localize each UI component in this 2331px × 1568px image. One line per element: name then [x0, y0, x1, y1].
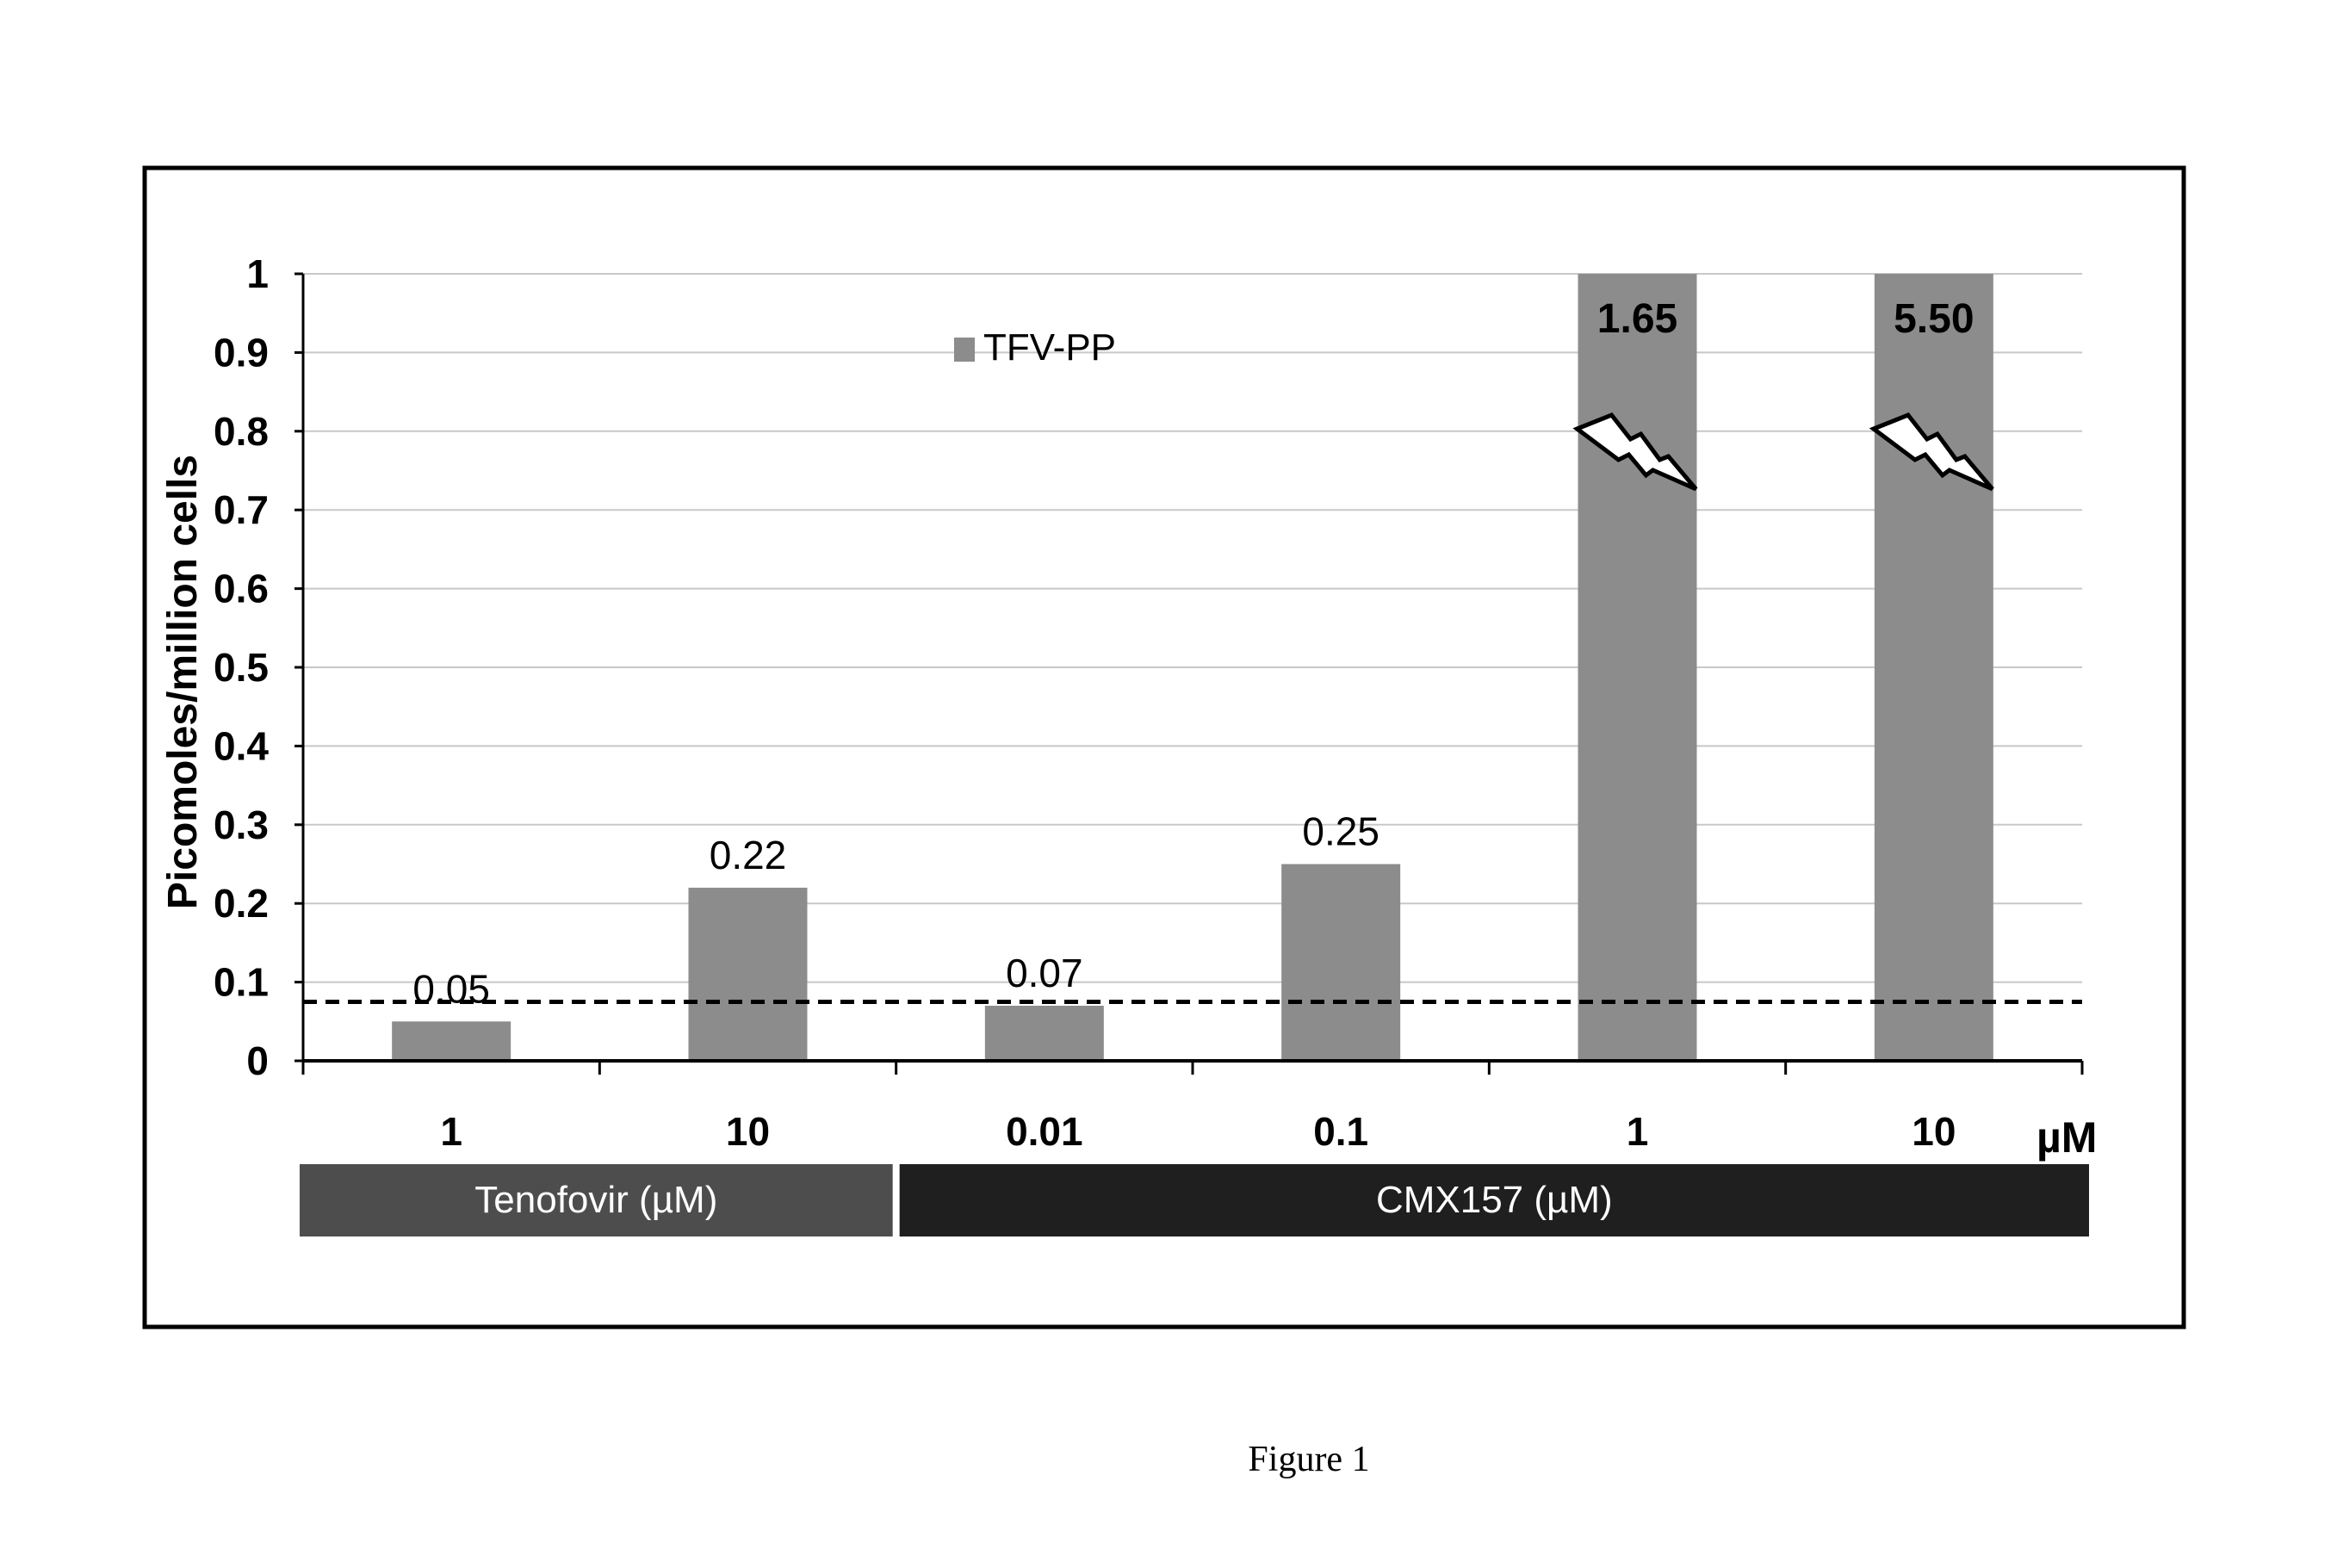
- legend-label: TFV-PP: [983, 326, 1116, 369]
- bar: [688, 887, 808, 1061]
- y-tick-label: 0.2: [214, 881, 269, 926]
- group-band: [300, 1164, 893, 1236]
- group-band: [899, 1164, 2089, 1236]
- group-label: Tenofovir (µM): [474, 1179, 717, 1221]
- data-label: 0.22: [710, 833, 787, 877]
- figure-caption: Figure 1: [1248, 1440, 1369, 1479]
- bar: [392, 1021, 511, 1061]
- data-label: 0.05: [412, 966, 490, 1011]
- x-tick-label: 10: [726, 1109, 770, 1154]
- y-tick-label: 0.7: [214, 487, 269, 532]
- data-label: 0.07: [1006, 951, 1083, 995]
- y-tick-label: 0.9: [214, 330, 269, 375]
- x-tick-label: 0.01: [1006, 1109, 1083, 1154]
- y-axis-title: Picomoles/million cells: [160, 455, 206, 909]
- data-label: 5.50: [1894, 296, 1974, 342]
- data-label: 1.65: [1597, 296, 1677, 342]
- x-tick-label: 10: [1912, 1109, 1956, 1154]
- y-tick-label: 0.3: [214, 803, 269, 847]
- bar: [1281, 864, 1401, 1061]
- y-tick-label: 0.8: [214, 409, 269, 454]
- group-label: CMX157 (µM): [1376, 1179, 1613, 1221]
- y-tick-label: 0.1: [214, 960, 269, 1005]
- x-unit-label: µM: [2037, 1113, 2097, 1162]
- legend: TFV-PP: [954, 326, 1116, 369]
- labels: 00.10.20.30.40.50.60.70.80.910.0510.2210…: [214, 251, 2089, 1236]
- chart-frame: [142, 165, 2186, 1329]
- y-tick-label: 0.5: [214, 645, 269, 690]
- axis-break-icon: [1572, 412, 1698, 492]
- x-tick-label: 1: [440, 1109, 462, 1154]
- data-label: 0.25: [1302, 809, 1379, 854]
- x-tick-label: 1: [1627, 1109, 1649, 1154]
- axis-break-icon: [1869, 412, 1994, 492]
- bar: [1874, 274, 1993, 1061]
- y-tick-label: 0: [246, 1038, 269, 1083]
- x-tick-label: 0.1: [1313, 1109, 1368, 1154]
- legend-swatch: [954, 338, 975, 362]
- gridlines: [303, 273, 2082, 983]
- bar: [1578, 274, 1697, 1061]
- bars: [303, 274, 2082, 1061]
- y-tick-label: 0.6: [214, 567, 269, 611]
- y-tick-label: 0.4: [214, 723, 269, 768]
- y-tick-label: 1: [246, 251, 269, 296]
- axes: [294, 272, 2084, 1075]
- bar: [984, 1006, 1104, 1061]
